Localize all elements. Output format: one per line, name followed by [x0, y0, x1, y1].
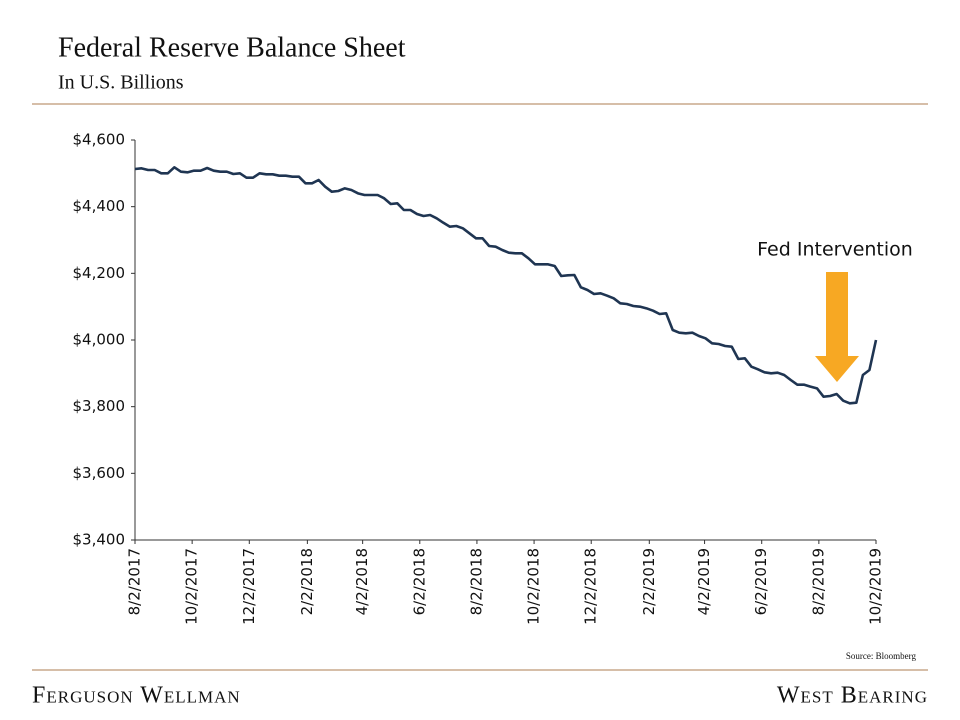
x-tick-label: 8/2/2019: [809, 548, 827, 615]
data-line: [134, 166, 878, 405]
source: Source: Bloomberg: [846, 651, 917, 661]
annotation: Fed Intervention: [757, 239, 913, 261]
x-tick-label: 10/2/2018: [525, 548, 543, 625]
x-tick-label: 10/2/2019: [867, 548, 885, 625]
x-tick-label: 8/2/2017: [126, 548, 144, 615]
x-tick-label: 6/2/2019: [752, 548, 770, 615]
chart-title: Federal Reserve Balance Sheet: [58, 32, 406, 63]
footer-right: West Bearing: [777, 683, 928, 709]
x-tick-label: 12/2/2017: [240, 548, 258, 625]
y-tick-label: $4,400: [73, 197, 126, 215]
y-tick-label: $3,400: [73, 531, 126, 549]
y-tick-label: $4,000: [73, 331, 126, 349]
annotation-arrow: [815, 272, 859, 382]
footer-left: Ferguson Wellman: [32, 683, 241, 709]
y-tick-label: $3,600: [73, 464, 126, 482]
x-tick-label: 2/2/2018: [298, 548, 316, 615]
x-tick-label: 6/2/2018: [410, 548, 428, 615]
x-tick-label: 10/2/2017: [183, 548, 201, 625]
x-tick-label: 8/2/2018: [467, 548, 485, 615]
y-tick-label: $3,800: [73, 397, 126, 415]
chart-subtitle: In U.S. Billions: [58, 72, 184, 94]
y-tick-label: $4,600: [73, 131, 126, 149]
x-tick-label: 2/2/2019: [640, 548, 658, 615]
x-tick-label: 4/2/2018: [353, 548, 371, 615]
x-tick-label: 4/2/2019: [695, 548, 713, 615]
x-tick-label: 12/2/2018: [582, 548, 600, 625]
y-tick-label: $4,200: [73, 264, 126, 282]
